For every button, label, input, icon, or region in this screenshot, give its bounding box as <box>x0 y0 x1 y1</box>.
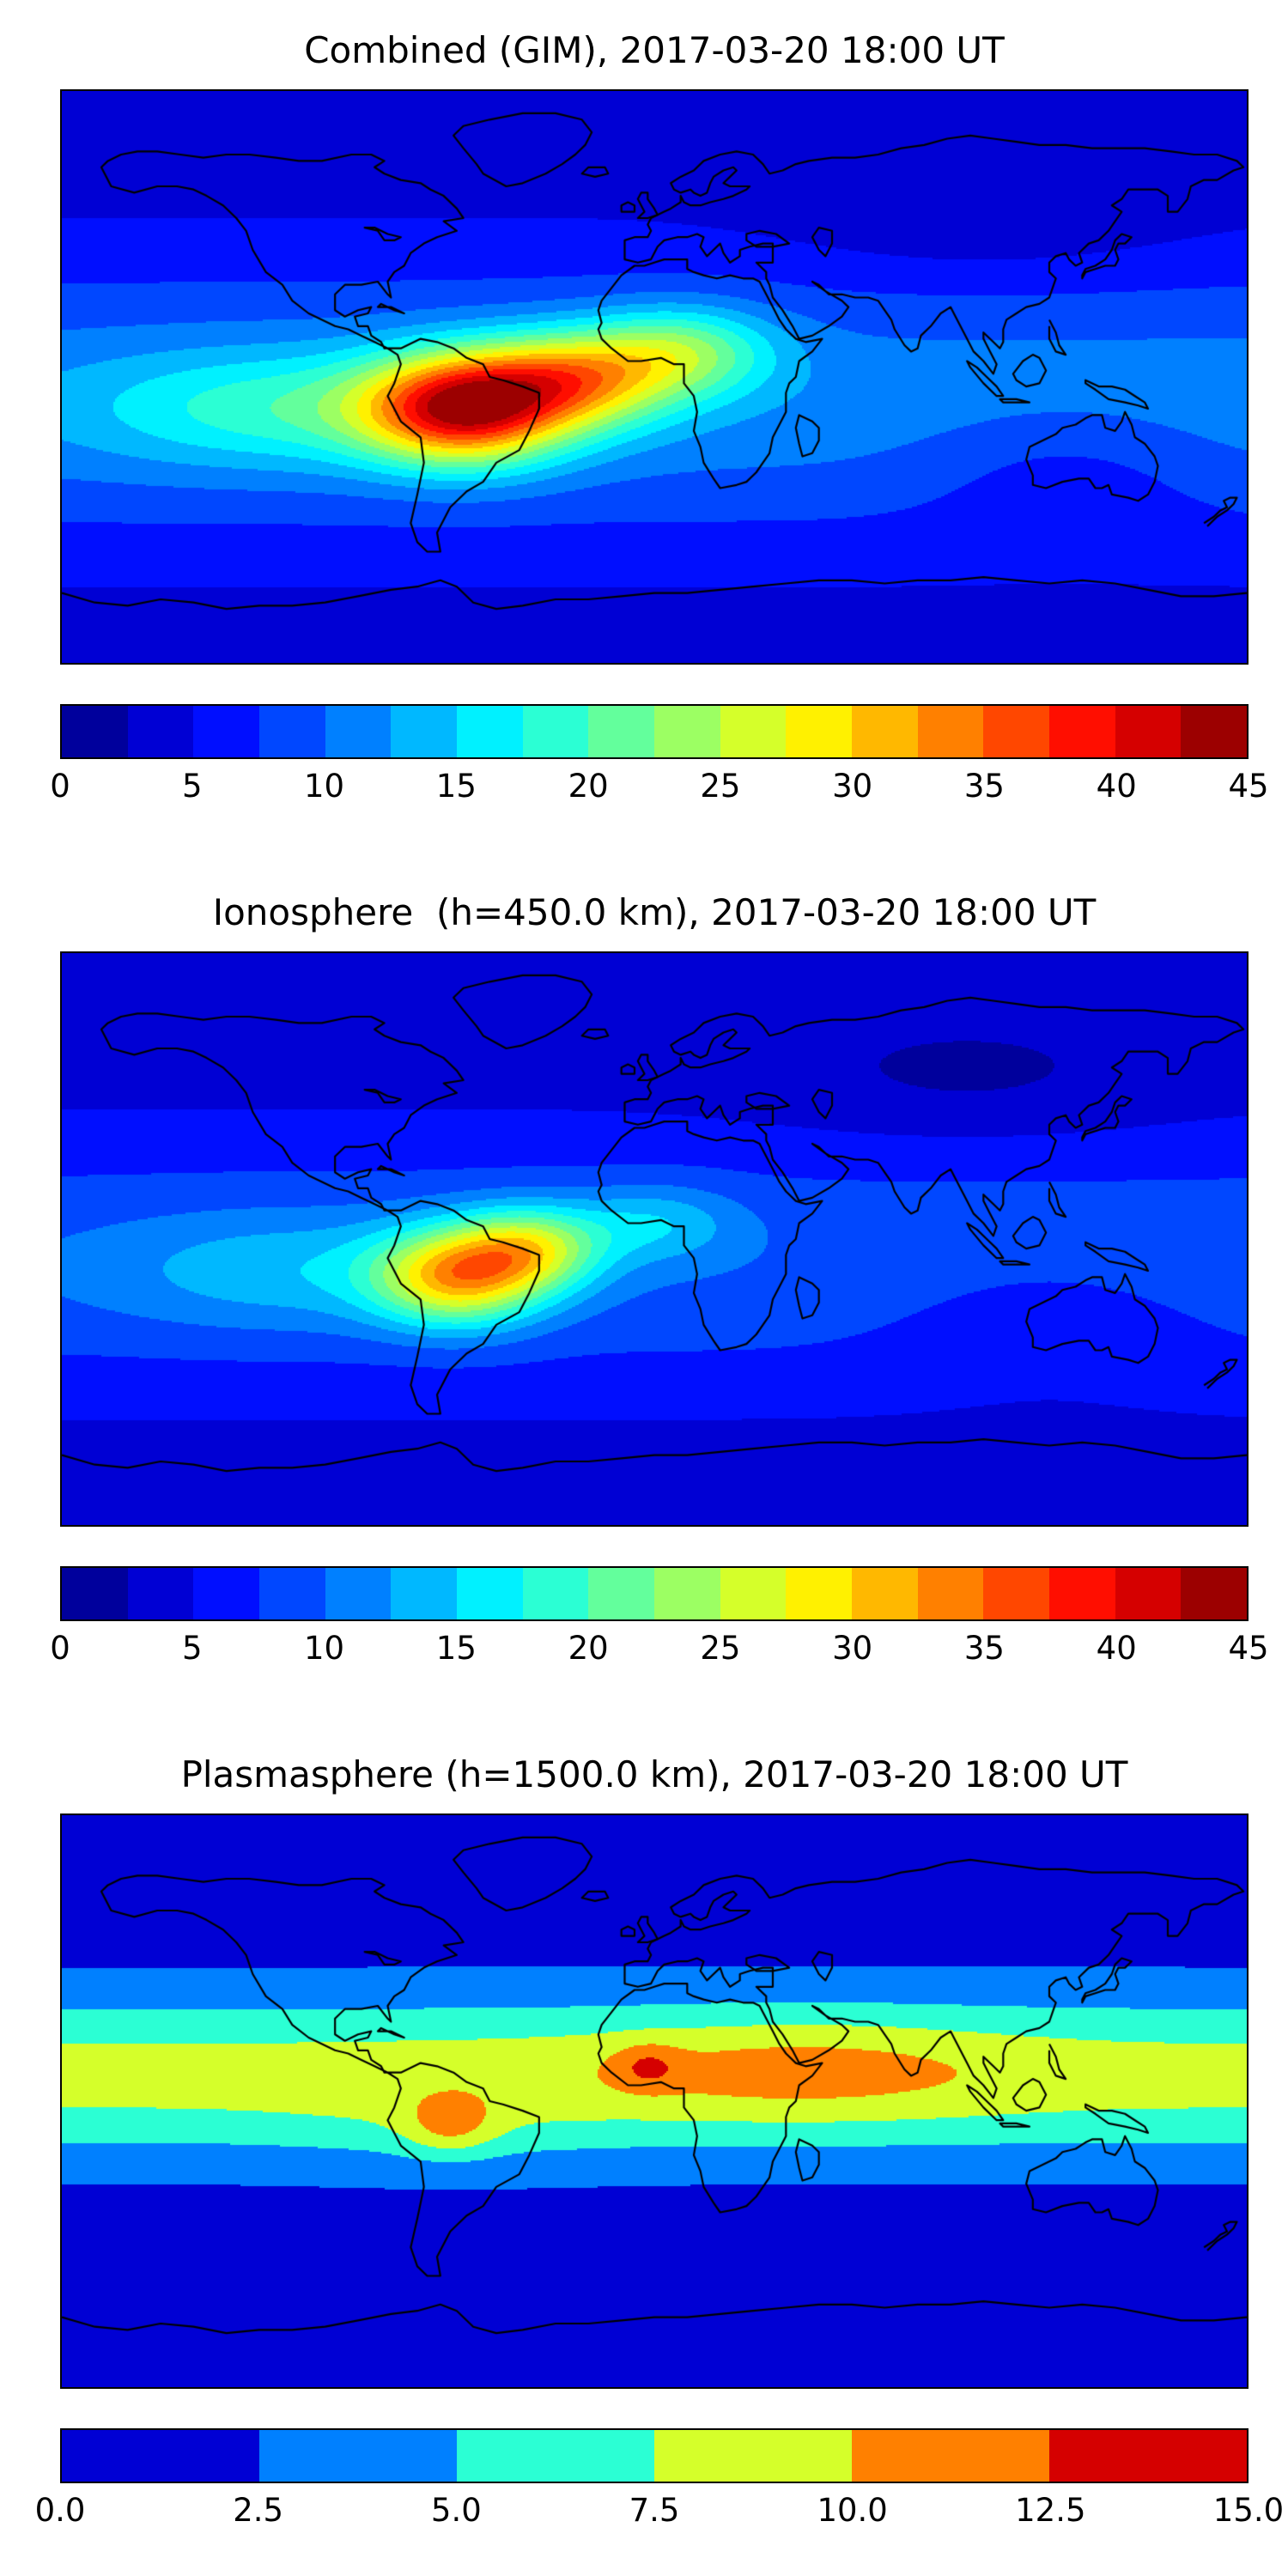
colorbar-segment <box>1181 1568 1248 1619</box>
colorbar-tick-label: 30 <box>832 768 873 805</box>
colorbar-segment <box>852 2430 1049 2482</box>
colorbar-tick-label: 0.0 <box>34 2492 86 2529</box>
colorbar-segment <box>193 706 260 757</box>
colorbar-tick-label: 0 <box>50 1630 70 1667</box>
colorbar-tick-label: 0 <box>50 768 70 805</box>
colorbar-segment <box>720 1568 787 1619</box>
colorbar-segment <box>983 1568 1050 1619</box>
panel-plasmasphere: Plasmasphere (h=1500.0 km), 2017-03-20 1… <box>0 1753 1288 2530</box>
colorbar-segment <box>1049 706 1115 757</box>
colorbar-tick-label: 15 <box>435 1630 477 1667</box>
colorbar-ticks-plasmasphere: 0.0 2.5 5.0 7.5 10.0 12.5 15.0 <box>35 2488 1285 2530</box>
colorbar-tick-label: 20 <box>568 768 609 805</box>
colorbar-tick-label: 40 <box>1096 1630 1137 1667</box>
plot-area-plasmasphere: Plasmasphere (h=1500.0 km), 2017-03-20 1… <box>35 1753 1285 2530</box>
colorbar-segment <box>522 1568 589 1619</box>
colorbar-tick-label: 45 <box>1228 768 1269 805</box>
colorbar-segment <box>917 1568 984 1619</box>
colorbar-tick-label: 2.5 <box>233 2492 284 2529</box>
colorbar-tick-label: 30 <box>832 1630 873 1667</box>
colorbar-tick-label: 10 <box>304 1630 345 1667</box>
plot-area-ionosphere: Ionosphere (h=450.0 km), 2017-03-20 18:0… <box>50 891 1268 1668</box>
panel-combined-gim: Combined (GIM), 2017-03-20 18:00 UT 0 5 10… <box>0 0 1288 805</box>
colorbar-segment <box>852 706 918 757</box>
colorbar-tick-label: 10 <box>304 768 345 805</box>
colorbar-segment <box>983 706 1050 757</box>
colorbar-segment <box>588 706 655 757</box>
colorbar-segment <box>259 1568 325 1619</box>
colorbar-segment <box>1049 2430 1247 2482</box>
panel-ionosphere: Ionosphere (h=450.0 km), 2017-03-20 18:0… <box>0 891 1288 1668</box>
world-map-canvas-combined <box>60 89 1249 665</box>
colorbar-tick-label: 35 <box>963 1630 1005 1667</box>
panel-title-combined: Combined (GIM), 2017-03-20 18:00 UT <box>304 29 1005 71</box>
plot-area-combined: Combined (GIM), 2017-03-20 18:00 UT 0 5 10… <box>50 29 1268 805</box>
colorbar-segment <box>259 2430 457 2482</box>
colorbar-tick-label: 35 <box>963 768 1005 805</box>
colorbar-tick-label: 5 <box>181 768 203 805</box>
colorbar-segment <box>522 706 589 757</box>
colorbar-segment <box>720 706 787 757</box>
colorbar-tick-label: 40 <box>1096 768 1137 805</box>
colorbar-segment <box>654 706 720 757</box>
colorbar-segment <box>852 1568 918 1619</box>
colorbar-tick-label: 12.5 <box>1015 2492 1086 2529</box>
colorbar-segment <box>654 2430 852 2482</box>
colorbar-segment <box>1115 706 1182 757</box>
colorbar-tick-label: 10.0 <box>817 2492 888 2529</box>
world-map-canvas-ionosphere <box>60 951 1249 1527</box>
colorbar-tick-label: 15 <box>435 768 477 805</box>
colorbar-segment <box>62 1568 128 1619</box>
colorbar-segment <box>1115 1568 1182 1619</box>
panel-title-ionosphere: Ionosphere (h=450.0 km), 2017-03-20 18:0… <box>212 891 1097 933</box>
colorbar-tick-label: 7.5 <box>629 2492 680 2529</box>
colorbar-segment <box>1049 1568 1115 1619</box>
colorbar-segment <box>325 706 392 757</box>
colorbar-tick-label: 15.0 <box>1212 2492 1285 2529</box>
colorbar-segment <box>62 2430 259 2482</box>
colorbar-segment <box>588 1568 655 1619</box>
colorbar-tick-label: 45 <box>1228 1630 1269 1667</box>
colorbar-tick-label: 25 <box>700 1630 741 1667</box>
world-map-canvas-plasmasphere <box>60 1814 1249 2389</box>
colorbar-segment <box>127 706 194 757</box>
colorbar-segment <box>654 1568 720 1619</box>
colorbar-tick-label: 5.0 <box>430 2492 482 2529</box>
colorbar-ionosphere <box>60 1566 1249 1621</box>
colorbar-segment <box>786 1568 853 1619</box>
colorbar-tick-label: 5 <box>181 1630 203 1667</box>
colorbar-segment <box>193 1568 260 1619</box>
colorbar-segment <box>457 1568 523 1619</box>
colorbar-segment <box>391 706 458 757</box>
colorbar-segment <box>1181 706 1248 757</box>
colorbar-segment <box>325 1568 392 1619</box>
colorbar-plasmasphere <box>60 2428 1249 2483</box>
colorbar-tick-label: 25 <box>700 768 741 805</box>
colorbar-tick-label: 20 <box>568 1630 609 1667</box>
colorbar-segment <box>786 706 853 757</box>
colorbar-segment <box>259 706 325 757</box>
panel-title-plasmasphere: Plasmasphere (h=1500.0 km), 2017-03-20 1… <box>180 1753 1128 1795</box>
colorbar-segment <box>917 706 984 757</box>
colorbar-segment <box>457 706 523 757</box>
colorbar-segment <box>391 1568 458 1619</box>
colorbar-ticks-ionosphere: 0 5 10 15 20 25 30 35 40 45 <box>50 1626 1268 1668</box>
colorbar-segment <box>62 706 128 757</box>
colorbar-combined <box>60 704 1249 759</box>
colorbar-segment <box>127 1568 194 1619</box>
colorbar-segment <box>457 2430 654 2482</box>
colorbar-ticks-combined: 0 5 10 15 20 25 30 35 40 45 <box>50 764 1268 805</box>
